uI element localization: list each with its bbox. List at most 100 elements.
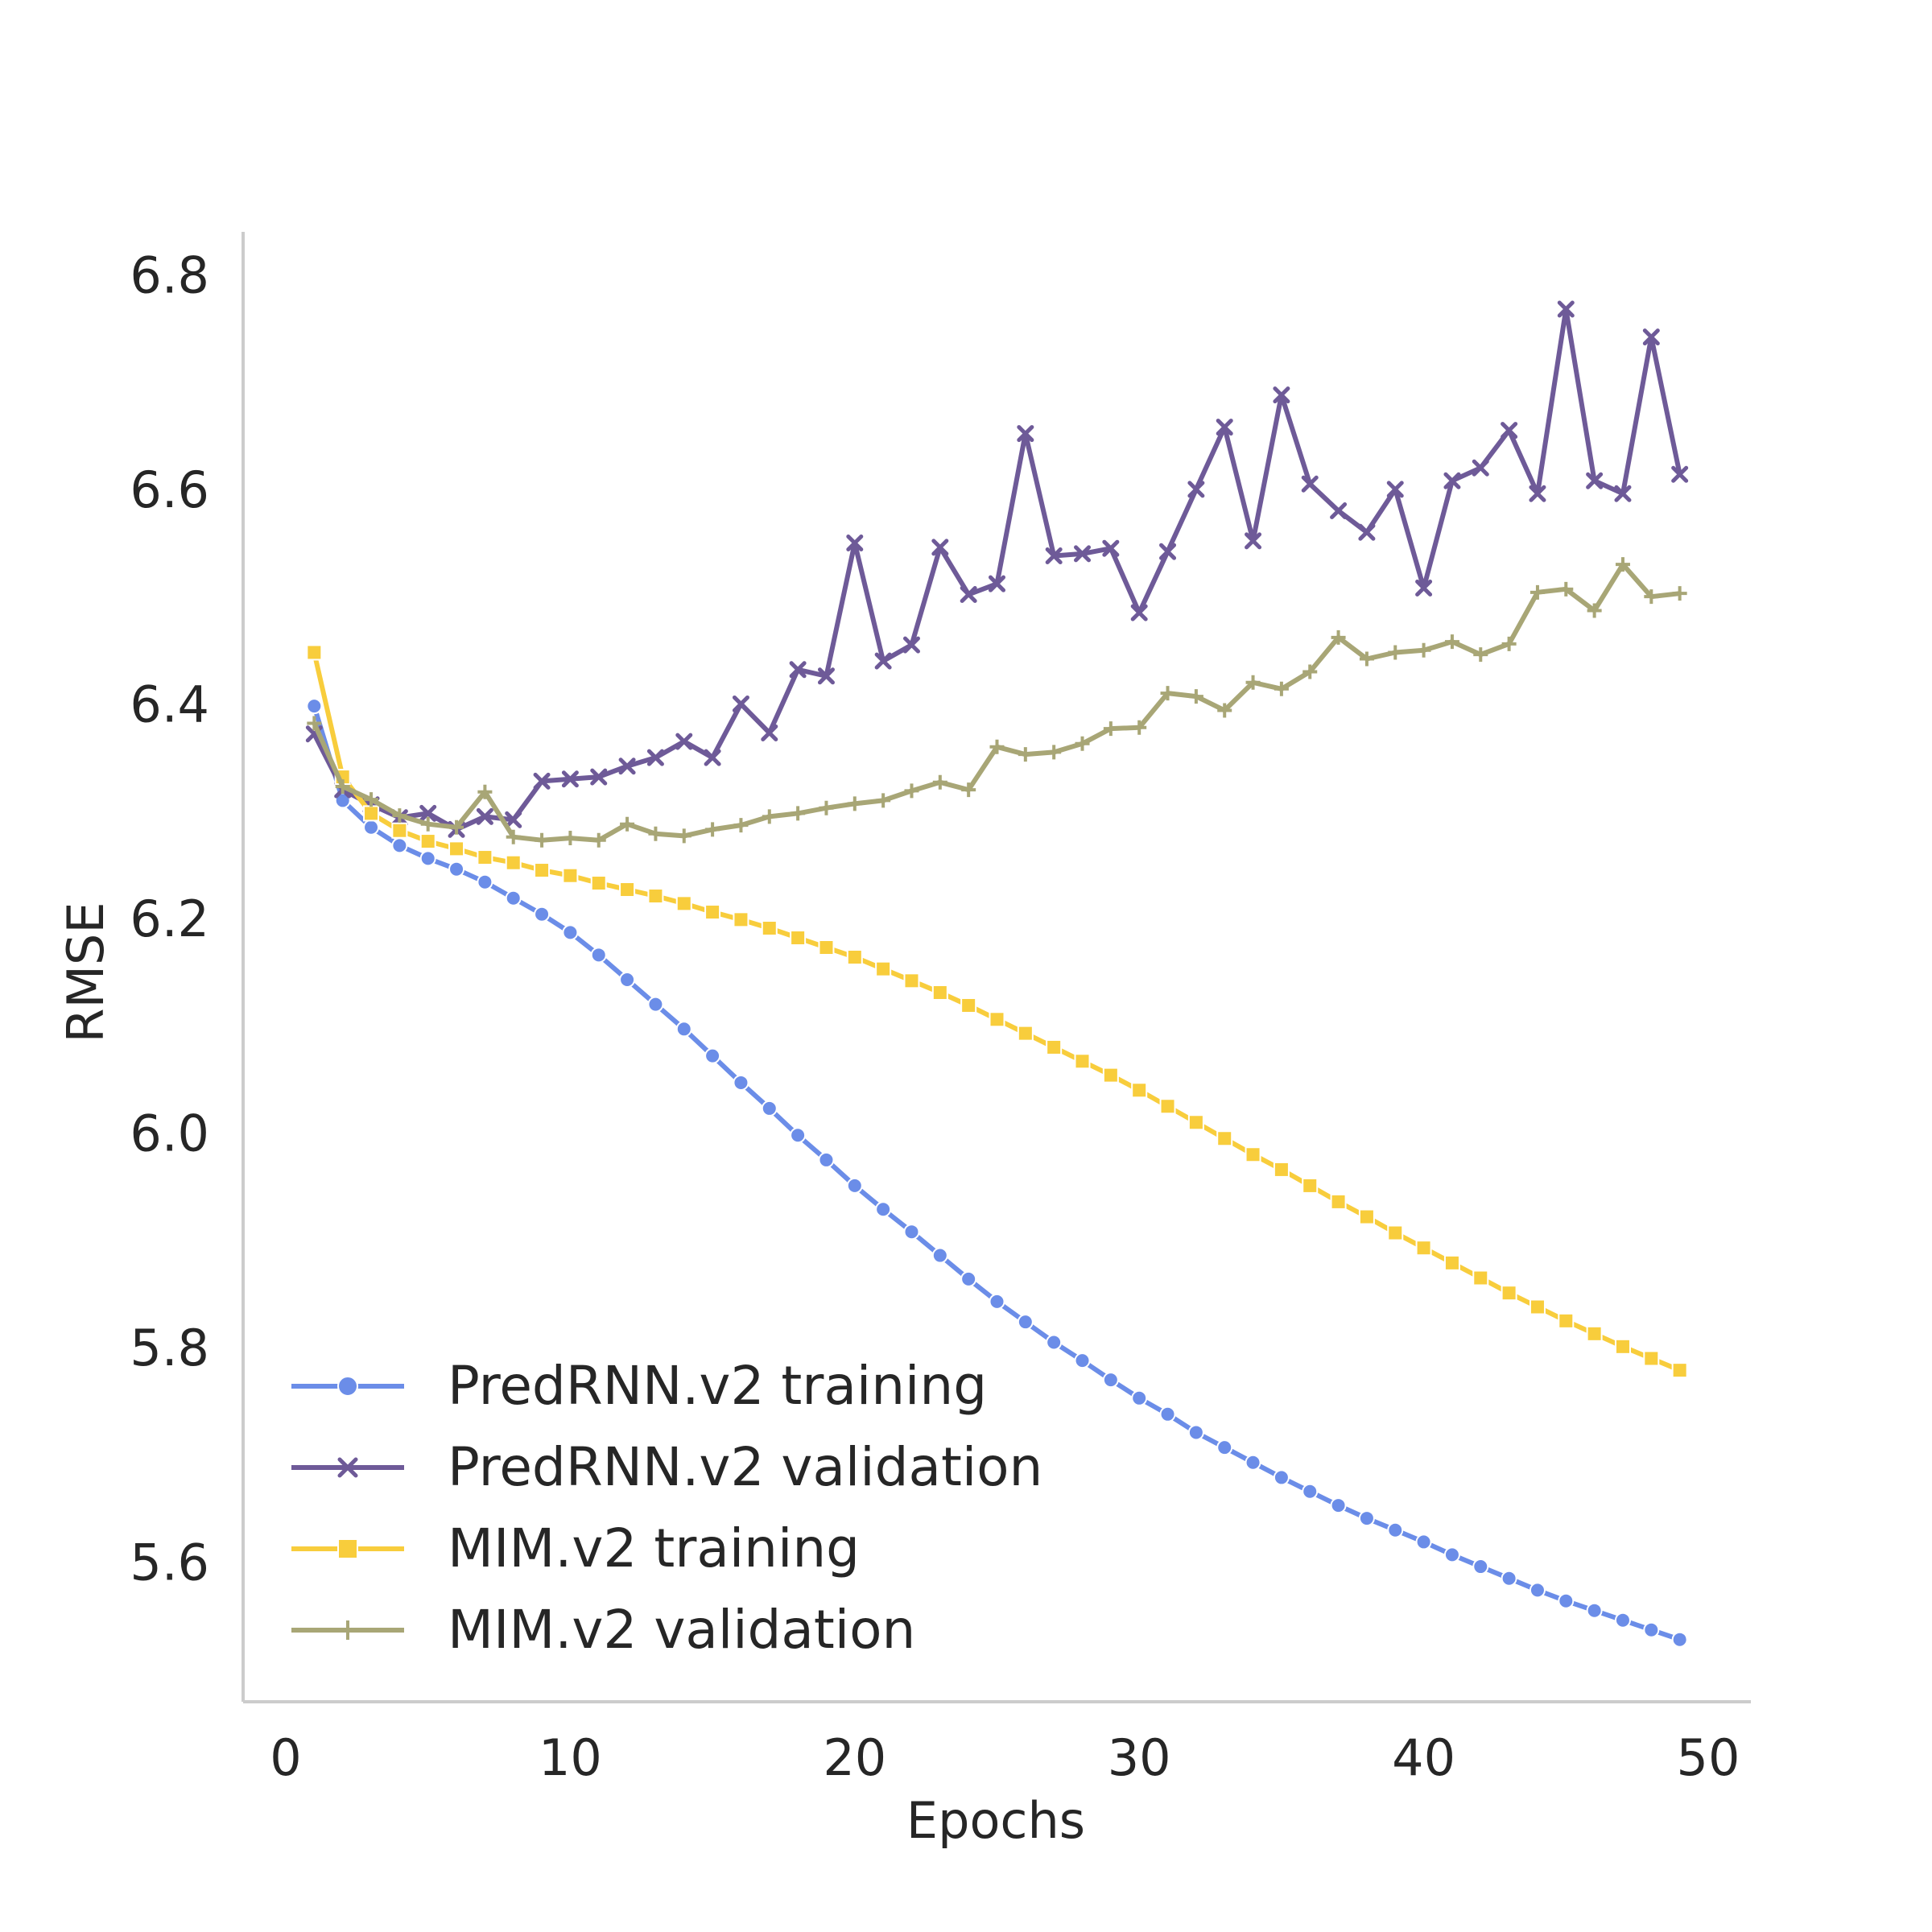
y-tick-label: 5.6 [130,1534,209,1592]
data-point [1644,589,1659,605]
data-point [363,805,380,822]
data-point [391,837,408,854]
data-point [1160,686,1175,701]
data-point [762,809,777,824]
x-tick-label: 0 [270,1728,301,1787]
data-point [1586,472,1604,489]
legend-item: PredRNN.v2 training [291,1355,987,1417]
axes-spines [242,232,1751,1703]
data-point [1614,1612,1631,1629]
data-point [818,1151,835,1168]
legend-label: PredRNN.v2 training [448,1355,987,1417]
data-point [1017,425,1034,443]
data-point [732,695,749,712]
data-point [1132,720,1147,735]
data-point [1530,584,1545,600]
data-point [1443,1254,1460,1271]
data-point [931,539,949,556]
data-point [1472,1558,1489,1575]
data-point [704,1047,721,1064]
tick-labels: 0 10 20 30 40 50 5.6 5.8 6.0 6.2 6.4 6.6 6.8 [130,246,1740,1787]
data-point [1671,1362,1688,1379]
data-point [1672,586,1687,601]
data-point [989,575,1005,592]
data-point [904,783,919,799]
data-point [618,758,636,775]
data-point [1074,1352,1091,1369]
data-point [562,924,579,941]
data-point [364,792,379,807]
data-point [1415,580,1433,597]
series-layer [305,300,1689,1648]
data-point [1330,502,1348,520]
data-point [647,888,664,905]
data-point [646,749,664,766]
data-point [335,779,350,795]
data-point [590,947,607,964]
data-point [1273,1469,1290,1486]
data-point [1018,747,1033,762]
data-point [902,636,920,654]
data-point [1557,300,1575,318]
data-point [419,804,437,822]
data-point [1017,1314,1034,1331]
data-point [1586,1325,1603,1342]
data-point [477,784,493,799]
y-tick-label: 6.6 [130,460,209,519]
data-point [1102,1372,1119,1389]
data-point [1274,681,1289,696]
data-point [1472,459,1489,477]
data-point [989,1293,1005,1310]
data-point [562,867,579,884]
data-point [561,770,579,788]
data-point [761,920,778,937]
data-point [505,890,522,906]
data-point [876,793,891,808]
data-point [791,806,806,821]
data-point [1046,1334,1063,1351]
data-point [1586,1602,1603,1619]
data-point [534,906,551,923]
legend-item: MIM.v2 validation [291,1599,915,1661]
data-point [419,833,436,850]
data-point [619,971,636,988]
data-point [1529,1298,1546,1315]
data-point [931,1247,948,1264]
data-point [1217,703,1232,718]
data-point [1245,675,1261,690]
legend-marker [337,1538,358,1559]
data-point [1187,1424,1204,1441]
data-point [306,644,323,661]
legend-label: MIM.v2 training [448,1517,860,1579]
y-tick-label: 6.4 [130,675,209,733]
data-point [306,698,323,715]
y-tick-label: 5.8 [130,1319,209,1377]
data-point [590,768,608,786]
x-tick-label: 20 [823,1728,886,1787]
data-point [1359,651,1374,667]
data-point [1245,1146,1261,1163]
data-point [1216,419,1233,436]
data-point [1643,1621,1660,1638]
data-point [704,749,721,766]
data-point [1614,1338,1631,1355]
data-point [1473,647,1488,663]
series-line [312,562,1681,843]
data-point [1273,386,1290,404]
data-point [391,822,408,839]
data-point [1501,1285,1517,1302]
data-point [705,822,720,837]
data-point [1245,1454,1261,1471]
x-tick-label: 10 [539,1728,602,1787]
data-point [591,832,606,848]
data-point [733,911,749,928]
data-point [1187,481,1205,498]
data-point [960,1270,977,1287]
x-axis-label: Epochs [906,1791,1085,1850]
data-point [647,996,664,1013]
legend-marker [337,1376,358,1397]
data-point [1131,1389,1148,1406]
data-point [790,930,807,947]
data-point [1102,1067,1119,1084]
data-point [1331,630,1346,645]
